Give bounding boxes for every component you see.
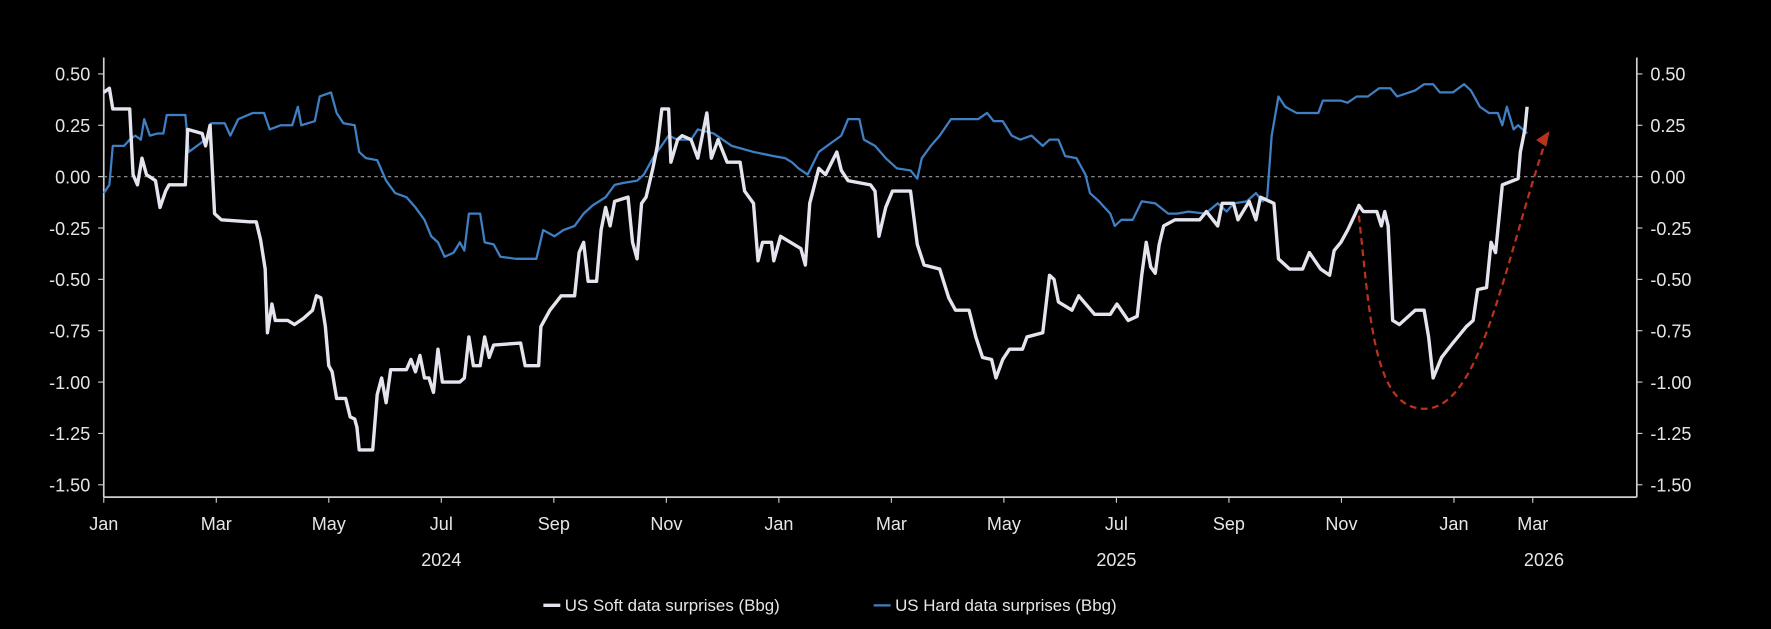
soft-data-line [102,86,1529,452]
x-tick-label: Sep [1213,514,1245,534]
series-lines [102,83,1529,452]
x-tick-label: May [987,514,1021,534]
x-tick-label: May [312,514,346,534]
legend: US Soft data surprises (Bbg) US Hard dat… [543,596,1117,615]
x-tick-label: Mar [876,514,907,534]
hard-data-line [102,83,1528,260]
y-tick-label-left: -0.25 [49,219,90,239]
year-label: 2026 [1524,550,1564,570]
annotation [1357,131,1550,410]
arrowhead-icon [1536,131,1550,147]
y-tick-label-left: -0.75 [49,321,90,341]
y-tick-label-left: -0.50 [49,270,90,290]
y-tick-label-right: 0.25 [1650,116,1685,136]
year-label: 2024 [421,550,461,570]
x-tick-label: Jan [1439,514,1468,534]
y-tick-label-right: -0.25 [1650,219,1691,239]
x-tick-label: Jan [89,514,118,534]
y-tick-label-right: 0.00 [1650,167,1685,187]
legend-label-hard: US Hard data surprises (Bbg) [895,596,1117,615]
x-tick-label: Jul [1105,514,1128,534]
x-tick-label: Mar [201,514,232,534]
x-tick-label: Nov [1325,514,1357,534]
y-tick-label-right: -1.25 [1650,424,1691,444]
dashed-trend-arrow [1357,135,1549,410]
x-tick-label: Jan [764,514,793,534]
y-tick-label-right: 0.50 [1650,65,1685,85]
y-tick-label-left: 0.25 [55,116,90,136]
y-tick-label-left: 0.00 [55,167,90,187]
x-tick-label: Jul [430,514,453,534]
y-tick-label-right: -0.50 [1650,270,1691,290]
tick-labels: 0.50 0.50 0.25 0.25 0.00 0.00 -0.25 -0.25 -0.50 -… [49,65,1691,570]
y-tick-label-right: -1.00 [1650,373,1691,393]
x-tick-label: Sep [538,514,570,534]
x-tick-label: Nov [650,514,682,534]
y-tick-label-right: -1.50 [1650,476,1691,496]
y-tick-label-right: -0.75 [1650,321,1691,341]
x-tick-label: Mar [1517,514,1548,534]
legend-label-soft: US Soft data surprises (Bbg) [565,596,780,615]
year-label: 2025 [1096,550,1136,570]
y-tick-label-left: -1.00 [49,373,90,393]
y-tick-label-left: 0.50 [55,65,90,85]
axes [98,57,1643,503]
y-tick-label-left: -1.50 [49,476,90,496]
y-tick-label-left: -1.25 [49,424,90,444]
